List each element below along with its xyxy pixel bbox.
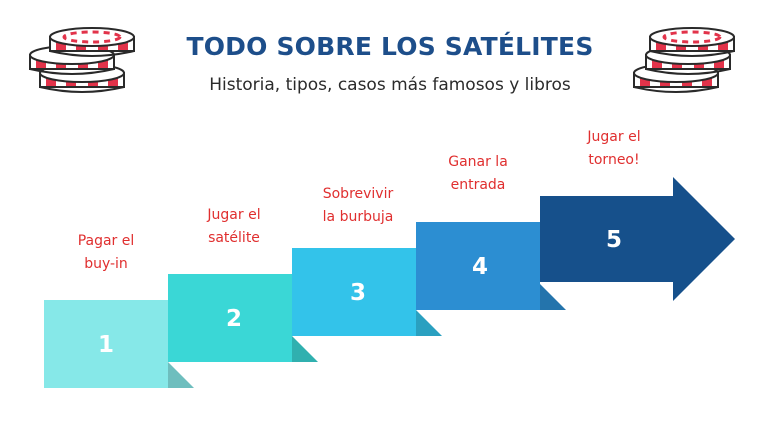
step-3-number: 3 bbox=[349, 280, 366, 306]
poker-chips-icon bbox=[633, 27, 735, 93]
step-4-block bbox=[416, 222, 540, 310]
step-3-label: Sobrevivir la burbuja bbox=[322, 186, 394, 225]
step-4-number: 4 bbox=[471, 254, 488, 280]
step-2-number: 2 bbox=[225, 306, 242, 332]
step-5-label: Jugar el torneo! bbox=[587, 129, 641, 168]
page-title: TODO SOBRE LOS SATÉLITES bbox=[186, 32, 594, 61]
page-subtitle: Historia, tipos, casos más famosos y lib… bbox=[209, 75, 571, 95]
step-1-fold bbox=[168, 362, 194, 388]
step-2-fold bbox=[292, 336, 318, 362]
step-1-label: Pagar el buy-in bbox=[77, 233, 135, 272]
poker-chips-icon bbox=[29, 27, 135, 93]
step-3-fold bbox=[416, 310, 442, 336]
step-1-number: 1 bbox=[97, 332, 114, 358]
step-4-label: Ganar la entrada bbox=[448, 154, 508, 193]
step-2-label: Jugar el satélite bbox=[207, 207, 261, 246]
step-1-block bbox=[44, 300, 168, 388]
step-5-number: 5 bbox=[605, 227, 622, 253]
step-3-block bbox=[292, 248, 416, 336]
step-4-fold bbox=[540, 284, 566, 310]
step-5-arrow bbox=[540, 177, 735, 301]
step-2-block bbox=[168, 274, 292, 362]
